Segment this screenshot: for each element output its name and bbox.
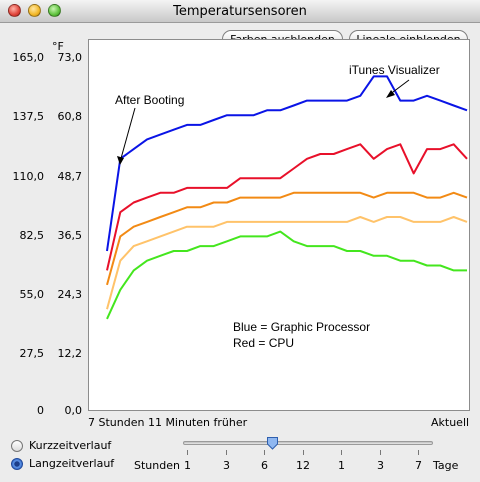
itunes-annotation: iTunes Visualizer: [349, 63, 440, 77]
f-tick-label: 137,5: [12, 110, 45, 123]
minimize-window-button[interactable]: [28, 4, 41, 17]
after-booting-arrowhead: [117, 156, 124, 165]
x-axis-start-label: 7 Stunden 11 Minuten früher: [88, 416, 248, 429]
c-tick-label: 48,7: [57, 170, 83, 183]
f-tick-label: 82,5: [19, 229, 45, 242]
timescale-tick-label[interactable]: 3: [223, 459, 230, 472]
short-term-label[interactable]: Kurzzeitverlauf: [29, 439, 112, 452]
long-term-radio[interactable]: [11, 458, 23, 470]
f-tick-label: 165,0: [12, 51, 45, 64]
c-tick-label: 24,3: [57, 288, 83, 301]
after-booting-annotation: After Booting: [115, 93, 184, 107]
f-tick-label: 0: [37, 404, 44, 417]
orange-temperature-line: [106, 191, 468, 286]
green-temperature-line: [106, 230, 467, 320]
title-bar: Temperatursensoren: [0, 0, 480, 23]
after-booting-arrow: [119, 107, 136, 163]
timescale-tick-label[interactable]: 1: [338, 459, 345, 472]
legend-blue: Blue = Graphic Processor: [233, 320, 370, 334]
slider-tick: [187, 450, 188, 455]
timescale-slider-knob[interactable]: [266, 436, 279, 450]
temperature-chart-svg: After Booting iTunes Visualizer Blue = G…: [106, 63, 468, 350]
timescale-prefix: Stunden: [134, 459, 180, 472]
c-tick-label: 12,2: [57, 347, 83, 360]
slider-tick: [380, 450, 381, 455]
timescale-tick-label[interactable]: 12: [296, 459, 310, 472]
slider-tick: [341, 450, 342, 455]
light_orange-temperature-line: [106, 216, 468, 310]
long-term-label[interactable]: Langzeitverlauf: [29, 457, 115, 470]
c-tick-label: 73,0: [57, 51, 83, 64]
f-tick-label: 110,0: [12, 170, 45, 183]
c-tick-label: 60,8: [57, 110, 83, 123]
timescale-tick-label[interactable]: 6: [261, 459, 268, 472]
timescale-tick-label[interactable]: 7: [415, 459, 422, 472]
temperature-chart: After Booting iTunes Visualizer Blue = G…: [88, 39, 470, 411]
c-tick-label: 0,0: [64, 404, 83, 417]
itunes-arrowhead: [386, 90, 395, 98]
legend-red: Red = CPU: [233, 336, 294, 350]
c-tick-label: 36,5: [57, 229, 83, 242]
slider-tick: [264, 450, 265, 455]
zoom-window-button[interactable]: [48, 4, 61, 17]
slider-tick: [418, 450, 419, 455]
window-title: Temperatursensoren: [173, 4, 307, 19]
timescale-tick-label[interactable]: 1: [184, 459, 191, 472]
slider-tick: [226, 450, 227, 455]
red-temperature-line: [106, 143, 468, 271]
x-axis-end-label: Aktuell: [431, 416, 470, 429]
blue-temperature-line: [106, 75, 468, 252]
f-tick-label: 55,0: [19, 288, 45, 301]
timescale-slider-track[interactable]: [183, 441, 433, 445]
f-tick-label: 27,5: [19, 347, 45, 360]
close-window-button[interactable]: [8, 4, 21, 17]
timescale-suffix: Tage: [433, 459, 459, 472]
short-term-radio[interactable]: [11, 440, 23, 452]
timescale-tick-label[interactable]: 3: [377, 459, 384, 472]
fahrenheit-unit-label: °F: [52, 40, 64, 53]
slider-tick: [303, 450, 304, 455]
